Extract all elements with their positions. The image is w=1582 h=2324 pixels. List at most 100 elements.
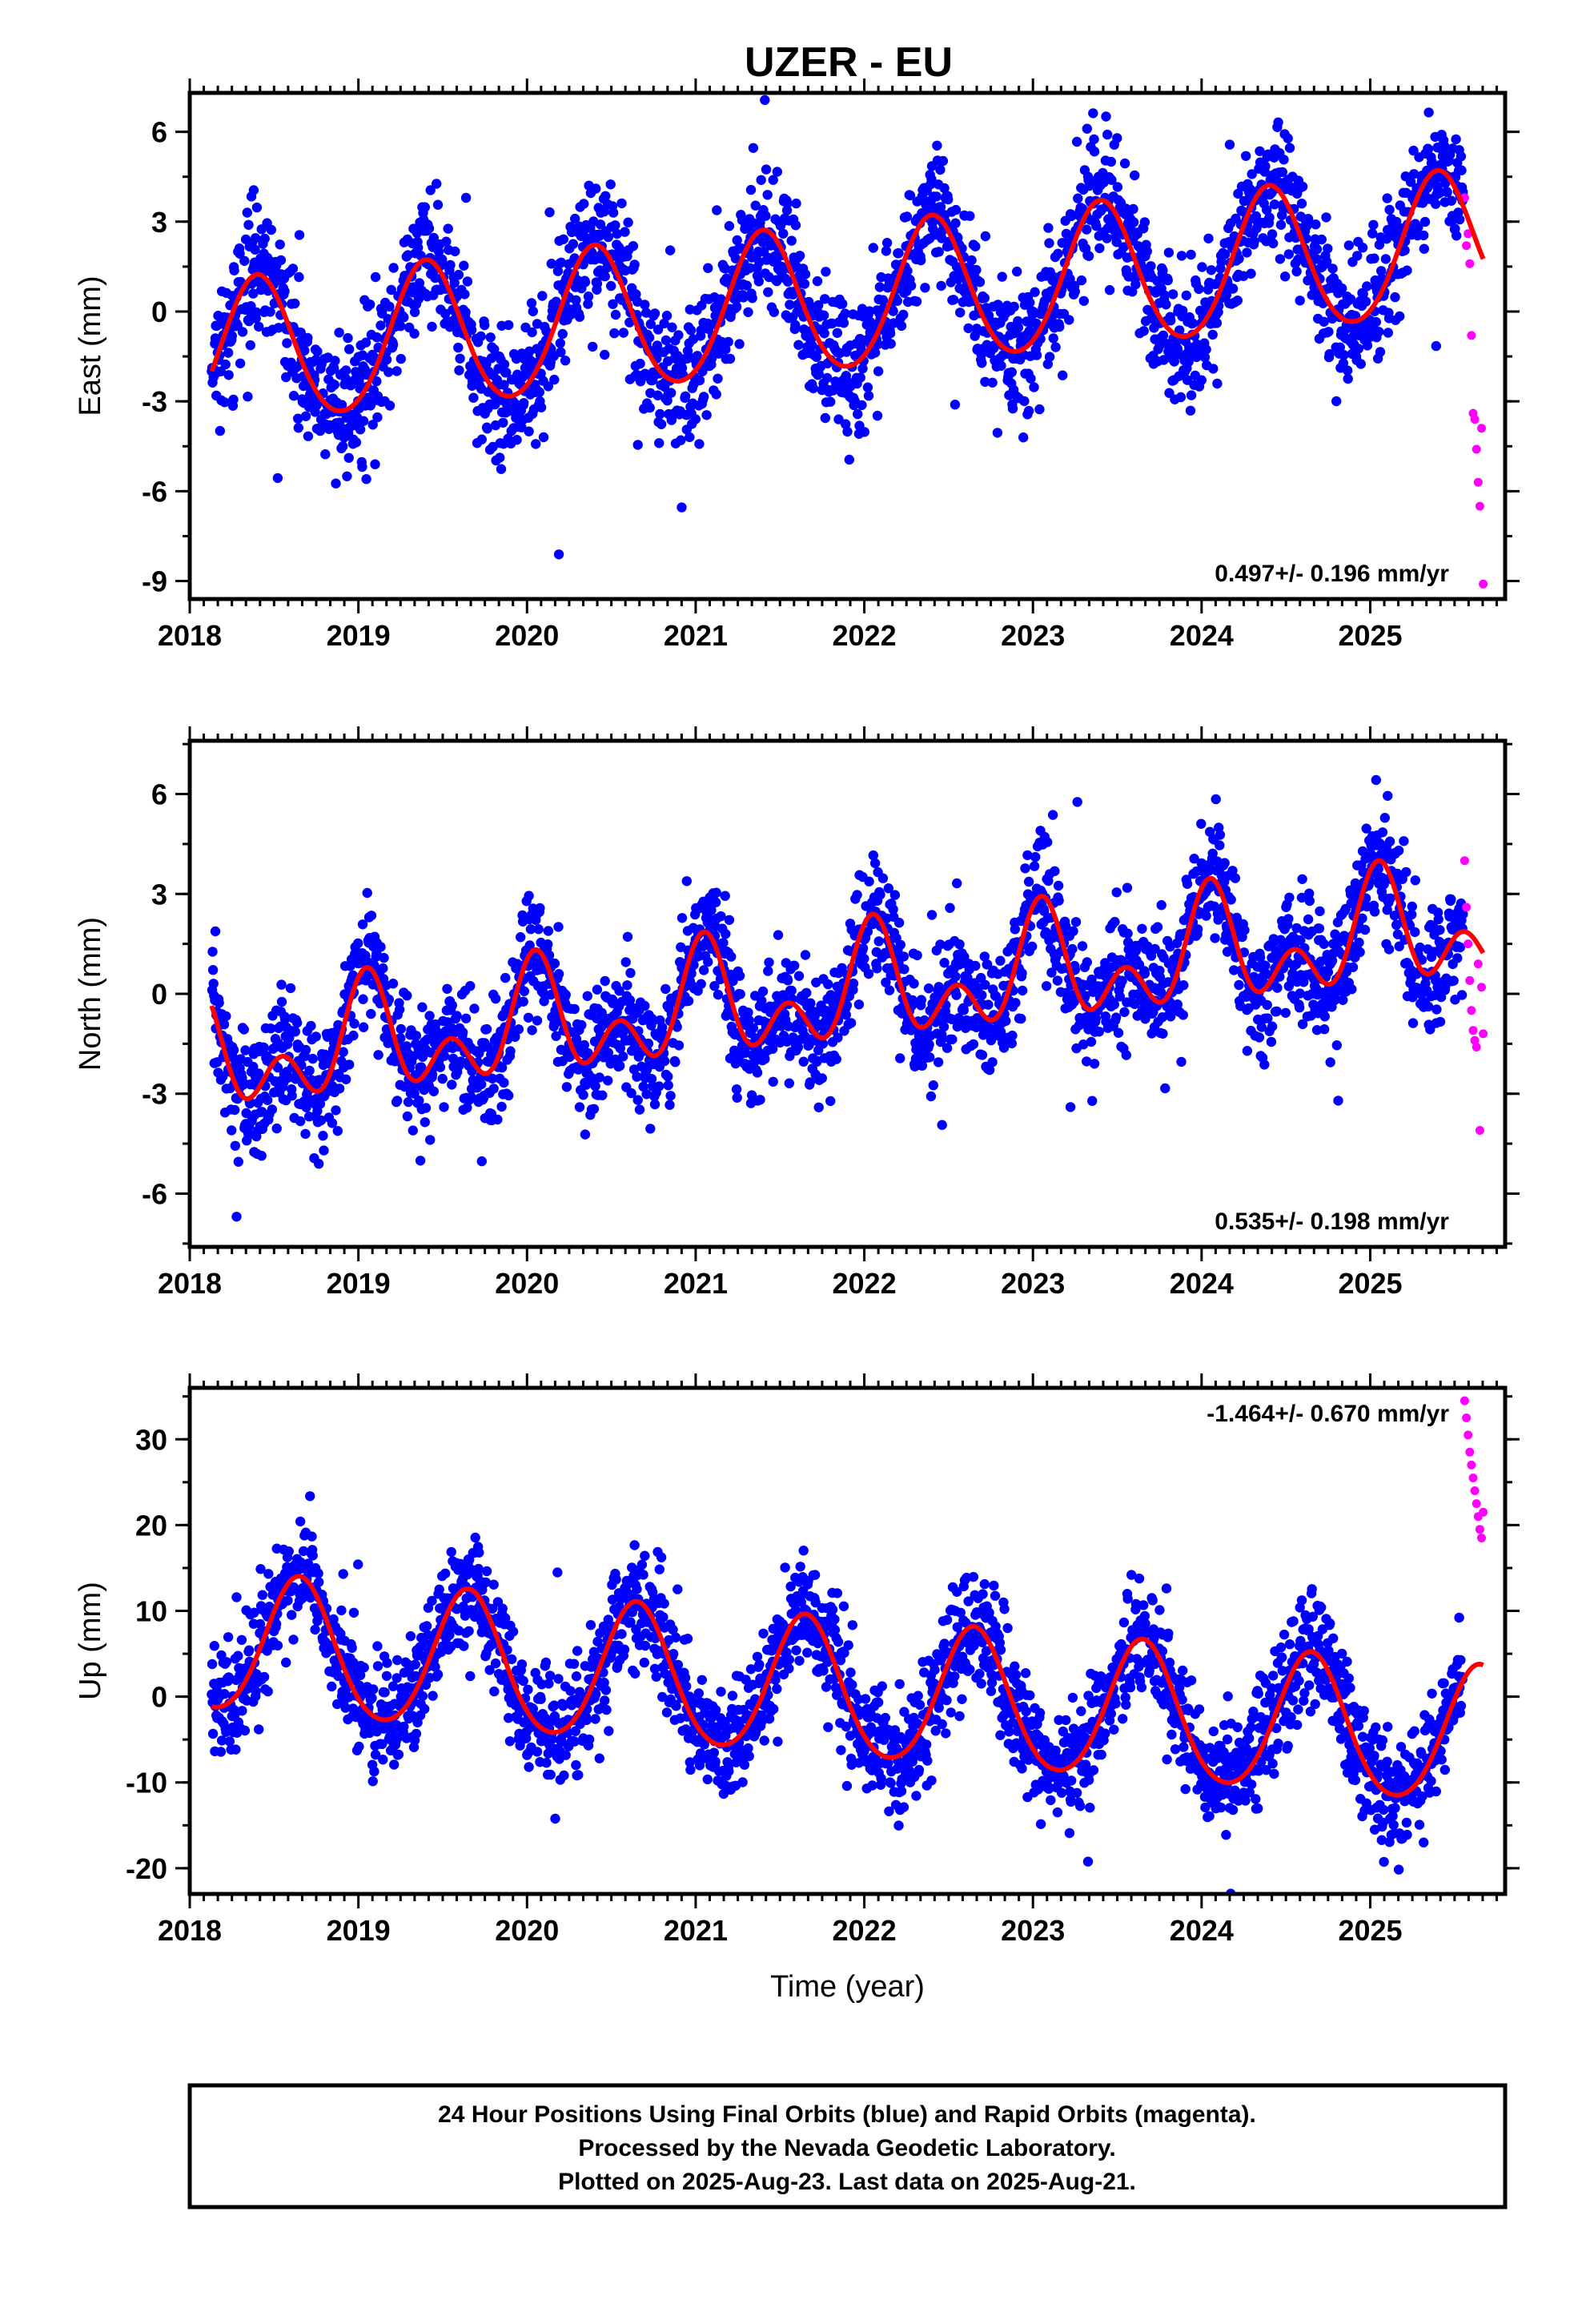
final-point [704,913,715,924]
final-point [1283,133,1293,143]
final-point [1327,313,1338,324]
final-point [1211,794,1221,805]
final-point [344,344,355,355]
final-point [1355,947,1365,958]
final-point [676,435,686,445]
rapid-point [1475,501,1484,511]
final-point [1161,300,1171,310]
final-point [1118,242,1129,252]
final-point [1206,265,1217,275]
final-point [1275,254,1286,264]
final-point [355,424,366,435]
final-point [490,399,500,410]
final-point [703,263,713,273]
final-point [1338,358,1349,368]
final-point [640,300,650,310]
final-point [391,366,402,376]
final-point [731,1084,742,1095]
final-point [1442,187,1452,198]
final-point [1345,294,1356,304]
final-point [425,185,436,195]
final-point [516,422,527,432]
final-point [1042,837,1053,847]
final-point [1156,900,1166,911]
final-point [343,452,354,463]
final-point [1182,375,1193,385]
final-point [974,277,986,287]
final-point [587,1073,597,1084]
final-point [812,1056,822,1068]
final-point [579,199,589,209]
final-point [628,241,639,251]
y-tick-label: -3 [142,385,167,418]
final-point [1089,134,1099,145]
final-point [857,400,867,411]
final-point [823,979,833,990]
final-point [1006,1038,1018,1049]
final-point [1017,968,1027,979]
final-point [237,327,248,337]
final-point [387,979,399,989]
final-point [450,246,460,257]
final-point [1031,350,1042,360]
final-point [500,972,511,983]
final-point [909,979,919,989]
final-point [1044,238,1054,248]
final-point [872,410,883,421]
final-point [272,1062,283,1073]
final-point [560,990,571,1000]
final-point [396,1033,406,1043]
final-point [694,375,705,386]
panel-east: 2018 2019 2020 2021 2022 2023 2024 2025-9-6-303… [74,78,1520,652]
final-point [341,365,351,376]
final-point [1023,405,1034,416]
final-point [480,320,490,331]
final-point [487,1073,498,1084]
final-point [1264,212,1275,223]
final-point [1439,141,1450,151]
final-point [643,1038,654,1049]
final-point [895,1053,905,1063]
final-point [290,1027,300,1037]
final-point [553,969,564,979]
final-point [256,1151,267,1161]
final-point [275,255,287,266]
final-point [987,1057,998,1068]
final-point [1054,321,1065,332]
final-point [392,1096,403,1106]
final-point [713,989,724,1000]
final-point [1226,895,1236,905]
final-point [371,332,382,343]
final-point [1112,182,1123,192]
final-point [1319,316,1329,327]
final-point [543,939,553,950]
final-point [455,353,465,364]
final-point [1020,863,1030,874]
final-point [357,919,368,930]
final-point [1407,901,1418,912]
final-point [254,321,264,332]
final-point [659,1055,670,1067]
final-point [318,1131,328,1141]
rapid-point [1470,415,1480,424]
final-point [580,277,591,287]
final-point [1321,212,1331,223]
final-point [408,1125,418,1136]
final-point [793,340,804,350]
plot-area-east [207,94,1488,589]
final-point [560,356,571,366]
final-point [592,984,603,995]
final-point [465,981,476,991]
final-point [1262,204,1272,215]
final-point [396,353,406,364]
final-point [1410,875,1421,886]
final-point [731,301,742,312]
final-point [1303,214,1314,224]
final-point [1419,230,1429,241]
final-point [832,328,843,338]
final-point [1380,254,1391,264]
final-point [970,331,980,341]
final-point [303,332,313,344]
final-point [1019,396,1030,407]
final-point [1399,245,1410,255]
